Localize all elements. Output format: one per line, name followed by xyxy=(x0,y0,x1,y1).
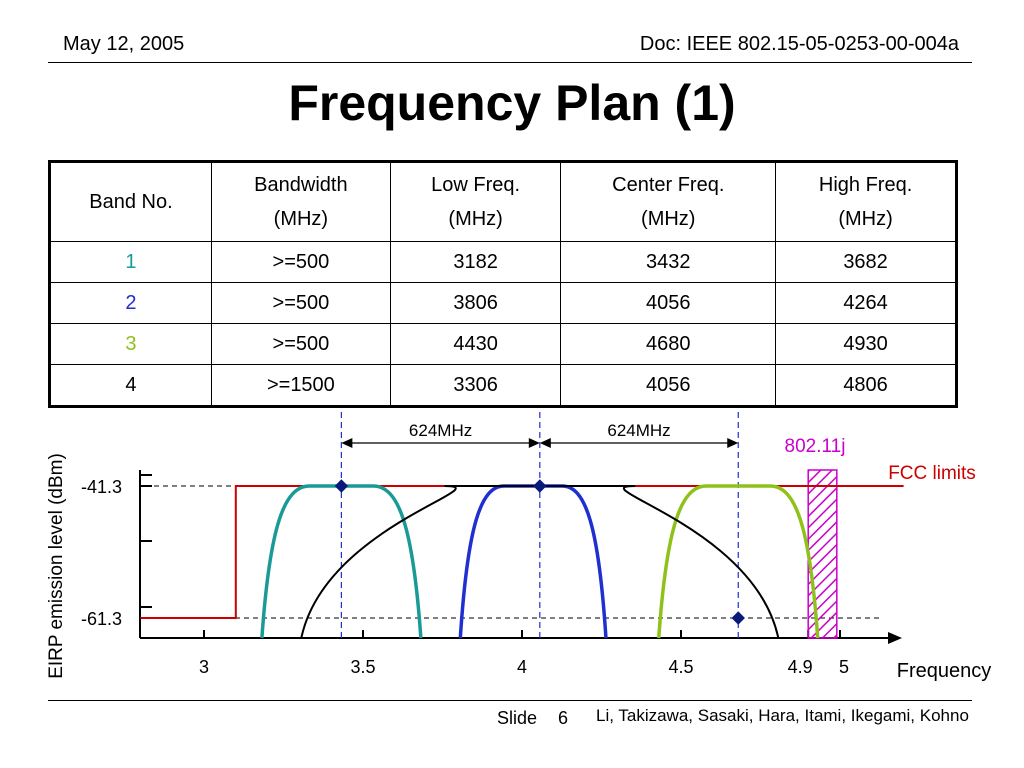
col-header-bandwidth: Bandwidth (MHz) xyxy=(210,161,391,242)
center-freq-cell: 4056 xyxy=(560,282,777,324)
col-header-band: Band No. xyxy=(49,161,212,242)
center-freq-cell: 3432 xyxy=(560,241,777,283)
authors: Li, Takizawa, Sasaki, Hara, Itami, Ikega… xyxy=(596,706,969,725)
table-row: 2 >=500 3806 4056 4264 xyxy=(49,282,957,324)
wlan-band-area xyxy=(807,469,838,639)
high-freq-cell: 4264 xyxy=(775,282,957,324)
low-freq-cell: 3306 xyxy=(389,364,562,407)
spacing-label: 624MHz xyxy=(409,421,472,440)
chart-labels: 624MHz 624MHz 3 3.5 4 4.5 4.9 5 -41.3 -61.3 Freque… xyxy=(46,421,991,682)
fcc-limit-line xyxy=(140,485,904,619)
reference-lines xyxy=(154,412,880,638)
table-header-row: Band No. Bandwidth (MHz) Low Freq. (MHz) C… xyxy=(49,161,957,242)
band-number: 2 xyxy=(49,282,212,324)
footer-rule xyxy=(48,700,972,701)
x-tick-label: 5 xyxy=(839,657,849,677)
fcc-limit-polyline xyxy=(140,485,904,619)
x-tick-label: 4 xyxy=(517,657,527,677)
band-number: 4 xyxy=(49,364,212,407)
band-3-mask xyxy=(656,484,820,639)
spacing-label: 624MHz xyxy=(607,421,670,440)
center-marker xyxy=(533,479,547,493)
center-marker xyxy=(731,611,745,625)
wlan-hatched-band xyxy=(807,469,838,639)
center-freq-cell: 4056 xyxy=(560,364,777,407)
table-row: 1 >=500 3182 3432 3682 xyxy=(49,241,957,283)
y-tick-label: -61.3 xyxy=(81,609,122,629)
slide-number: 6 xyxy=(558,708,569,728)
center-markers xyxy=(334,479,745,625)
band-2-mask xyxy=(458,484,608,639)
header-rule xyxy=(48,62,972,63)
y-axis-label: EIRP emission level (dBm) xyxy=(46,453,67,679)
band-number: 1 xyxy=(49,241,212,283)
bandwidth-cell: >=500 xyxy=(210,241,391,283)
x-axis-label: Frequency xyxy=(897,660,992,682)
high-freq-cell: 4806 xyxy=(775,364,957,407)
y-tick-label: -41.3 xyxy=(81,477,122,497)
frequency-table: Band No. Bandwidth (MHz) Low Freq. (MHz) C… xyxy=(48,160,958,408)
chart-axes xyxy=(139,470,902,644)
x-tick-label: 4.5 xyxy=(668,657,693,677)
spacing-arrow-head xyxy=(341,438,353,448)
wlan-band-label: 802.11j xyxy=(785,436,846,457)
x-tick-label: 4.9 xyxy=(788,657,813,677)
page-title: Frequency Plan (1) xyxy=(288,75,736,131)
x-tick-label: 3.5 xyxy=(350,657,375,677)
bandwidth-cell: >=500 xyxy=(210,323,391,365)
low-freq-cell: 3806 xyxy=(389,282,562,324)
col-header-low: Low Freq. (MHz) xyxy=(389,161,562,242)
spacing-arrow-head xyxy=(727,438,739,448)
spacing-arrow-head xyxy=(539,438,551,448)
spacing-arrow-head xyxy=(528,438,540,448)
table-row: 4 >=1500 3306 4056 4806 xyxy=(49,364,957,407)
high-freq-cell: 4930 xyxy=(775,323,957,365)
x-tick-label: 3 xyxy=(199,657,209,677)
x-axis-arrow xyxy=(888,632,902,644)
fcc-limits-label: FCC limits xyxy=(888,463,976,484)
center-marker xyxy=(334,479,349,493)
header-doc-id: Doc: IEEE 802.15-05-0253-00-004a xyxy=(639,33,959,55)
bandwidth-cell: >=1500 xyxy=(210,364,391,407)
header-date: May 12, 2005 xyxy=(63,33,185,55)
bandwidth-cell: >=500 xyxy=(210,282,391,324)
slide-label: Slide xyxy=(497,708,538,728)
